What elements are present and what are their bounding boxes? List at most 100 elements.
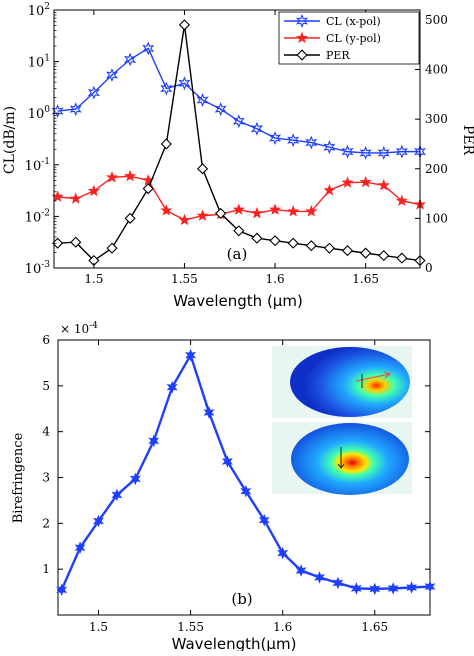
data-point-cl-x: [232, 114, 245, 129]
data-point-per: [160, 138, 172, 150]
panel-a-ticks: 1.5 1.55 1.6 1.65 10-3 10-2 10-1 100 101 102 0 100 2…: [25, 2, 448, 286]
data-point-per: [378, 250, 390, 262]
data-point-cl-y: [323, 183, 336, 196]
data-point-cl-x: [250, 121, 263, 136]
panel-b-y-axis-label: Birefringence: [11, 432, 26, 523]
data-point-birefringence: [221, 455, 233, 468]
data-point-per: [269, 235, 281, 247]
data-point-birefringence: [314, 571, 325, 584]
data-point-cl-x: [359, 145, 372, 160]
data-point-birefringence: [369, 582, 381, 596]
data-point-cl-x: [160, 81, 173, 96]
data-point-cl-y: [305, 205, 318, 217]
data-point-cl-x: [51, 104, 64, 119]
data-point-cl-y: [232, 203, 245, 215]
data-point-cl-y: [395, 194, 408, 207]
data-point-per: [233, 225, 245, 237]
data-point-cl-y: [69, 192, 82, 204]
panel-a-plot-frame: [53, 9, 421, 269]
panel-a-marks: [51, 19, 427, 267]
data-point-cl-y: [269, 203, 282, 215]
data-point-cl-y: [105, 171, 119, 183]
y-tick-label: 4: [42, 425, 50, 439]
legend-label-cl-x: CL (x-pol): [326, 15, 381, 28]
panel-b: 1.5 1.55 1.6 1.65 1 2 3 4 5 6 × 10-4 Birefringenc…: [11, 321, 436, 653]
data-point-per: [215, 207, 227, 220]
mode-field-inset: [272, 346, 412, 495]
data-point-birefringence: [295, 564, 307, 577]
data-point-cl-y: [178, 213, 191, 226]
mode-field-y-pol-image: [291, 423, 409, 495]
x-tick-label: 1.6: [266, 272, 285, 286]
panel-a-y2-axis-label: PER: [460, 125, 474, 156]
y-tick-label: 1: [42, 562, 50, 576]
data-point-cl-x: [341, 144, 354, 159]
data-point-birefringence: [424, 580, 436, 593]
y-tick-label: 6: [42, 333, 50, 347]
y-tick-label: 2: [42, 516, 50, 530]
data-point-cl-x: [323, 140, 336, 155]
y2-tick-label: 200: [425, 162, 448, 176]
y-tick-label: 10-3: [25, 260, 51, 277]
legend-marker-cl-x: [295, 14, 309, 28]
legend-marker-cl-y: [295, 31, 309, 44]
data-point-cl-y: [87, 184, 100, 197]
data-point-cl-x: [269, 131, 282, 146]
data-point-cl-y: [341, 176, 354, 188]
data-point-birefringence: [350, 582, 362, 595]
y2-tick-label: 0: [425, 261, 433, 275]
mode-field-x-pol-image: [290, 347, 410, 417]
data-point-birefringence: [258, 513, 270, 527]
scale-factor-exp: -4: [89, 321, 98, 331]
series-cl-x: [51, 41, 427, 160]
data-point-cl-x: [124, 52, 137, 67]
data-point-birefringence: [387, 582, 399, 595]
data-point-per: [106, 242, 118, 254]
legend-entry-cl-x: CL (x-pol): [284, 14, 381, 28]
data-point-cl-y: [377, 178, 390, 191]
data-point-cl-x: [395, 144, 408, 159]
x-tick-label: 1.55: [177, 620, 204, 634]
data-point-cl-x: [105, 68, 119, 82]
panel-a-subfigure-label: (a): [227, 245, 248, 263]
scale-factor-base: × 10: [60, 322, 89, 336]
series-cl-y: [51, 169, 427, 226]
series-birefringence: [56, 348, 436, 597]
data-point-per: [305, 240, 317, 252]
data-point-birefringence: [332, 576, 344, 590]
x-tick-label: 1.5: [84, 272, 103, 286]
data-point-birefringence: [148, 434, 160, 448]
y-tick-label: 10-1: [25, 157, 50, 174]
panel-b-x-axis-label: Wavelength(µm): [172, 635, 297, 651]
legend-marker-per: [296, 49, 308, 61]
data-point-per: [178, 19, 191, 31]
data-point-birefringence: [129, 472, 141, 486]
mode-field-y-pol-arrow: [337, 447, 345, 469]
panel-a-x-axis-label: Wavelength (µm): [173, 292, 303, 310]
x-tick-label: 1.6: [273, 620, 292, 634]
data-point-birefringence: [406, 581, 418, 594]
panel-b-marks: [56, 348, 436, 597]
data-point-cl-x: [305, 135, 318, 150]
y-tick-label: 100: [28, 105, 51, 122]
data-point-cl-y: [124, 169, 137, 182]
y-tick-label: 102: [28, 2, 50, 19]
x-tick-label: 1.5: [89, 620, 108, 634]
x-tick-label: 1.65: [361, 620, 388, 634]
x-tick-label: 1.55: [171, 272, 198, 286]
data-point-per: [196, 163, 209, 175]
data-point-cl-x: [178, 76, 191, 91]
data-point-per: [124, 212, 136, 224]
series-line-cl-x: [57, 47, 420, 154]
data-point-cl-x: [69, 102, 82, 117]
data-point-per: [70, 236, 82, 248]
legend-label-cl-y: CL (y-pol): [326, 32, 381, 45]
y-tick-label: 3: [42, 471, 50, 485]
data-point-birefringence: [240, 484, 252, 498]
data-point-per: [323, 242, 335, 254]
data-point-cl-x: [196, 93, 209, 108]
panel-b-ticks: 1.5 1.55 1.6 1.65 1 2 3 4 5 6: [42, 333, 430, 634]
panel-b-subfigure-label: (b): [231, 590, 252, 608]
data-point-per: [287, 237, 299, 249]
